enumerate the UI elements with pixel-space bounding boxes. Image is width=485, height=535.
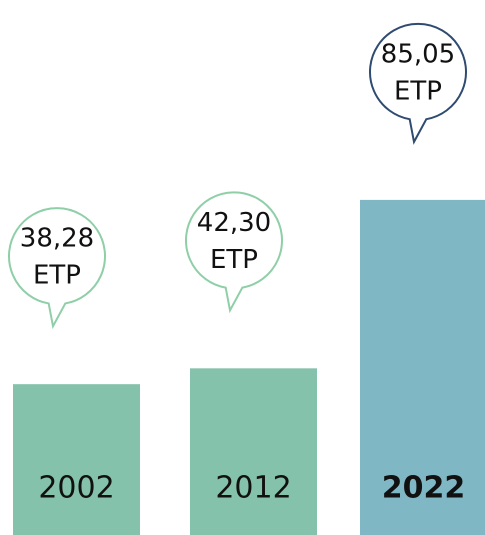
category-label: 2002 (38, 471, 114, 506)
unit-label: ETP (394, 76, 442, 106)
callout-bubble (369, 22, 467, 145)
bar (13, 384, 140, 535)
category-label: 2022 (382, 471, 466, 506)
category-label: 2012 (215, 471, 291, 506)
bar (360, 199, 485, 535)
bar (190, 368, 317, 535)
unit-label: ETP (210, 245, 258, 275)
value-label: 38,28 (20, 224, 94, 254)
value-label: 85,05 (381, 39, 455, 69)
callout-bubble (185, 191, 283, 314)
unit-label: ETP (33, 261, 81, 291)
value-label: 42,30 (197, 208, 271, 238)
callout-bubble (8, 207, 106, 330)
